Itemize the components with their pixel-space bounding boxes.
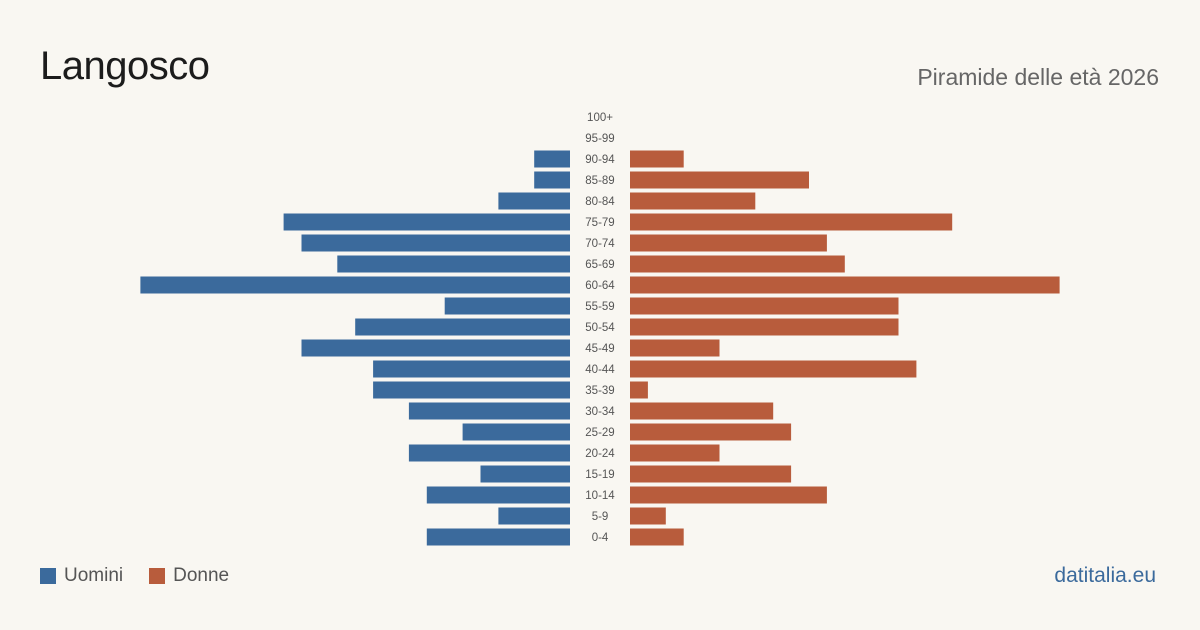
men-bar: [373, 360, 570, 378]
legend-swatch-women: [149, 568, 166, 584]
women-bar: [630, 507, 666, 525]
age-group-label: 30-34: [585, 406, 615, 418]
men-bar: [373, 381, 570, 399]
men-bar: [337, 255, 570, 273]
women-bar: [630, 297, 899, 315]
men-bar: [408, 402, 570, 420]
age-group-label: 100+: [587, 112, 613, 124]
age-group-label: 20-24: [585, 448, 615, 460]
source-link[interactable]: datitalia.eu: [1054, 564, 1156, 587]
women-bar: [630, 192, 756, 210]
age-group-label: 10-14: [585, 490, 615, 502]
legend-item-men: Uomini: [40, 564, 123, 588]
age-group-label: 85-89: [585, 175, 614, 187]
women-bar: [630, 360, 917, 378]
women-bar: [630, 486, 827, 504]
women-bar: [630, 423, 792, 441]
legend-swatch-men: [40, 568, 56, 584]
women-bar: [630, 276, 1060, 294]
women-bar: [630, 402, 774, 420]
men-bar: [534, 171, 570, 189]
men-bar: [534, 150, 570, 168]
age-group-label: 55-59: [585, 301, 614, 313]
age-group-label: 40-44: [585, 364, 615, 376]
women-bar: [630, 318, 899, 336]
chart-subtitle: Piramide delle età 2026: [917, 64, 1159, 90]
men-bar: [408, 444, 570, 462]
legend-label-women: Donne: [173, 565, 230, 586]
men-bar: [355, 318, 570, 336]
women-bar: [630, 381, 648, 399]
women-bar: [630, 234, 827, 252]
page-title: Langosco: [40, 44, 210, 88]
women-bar: [630, 255, 845, 273]
legend: Uomini Donne: [40, 564, 255, 588]
men-bar: [498, 192, 570, 210]
men-bar: [140, 276, 570, 294]
age-group-label: 15-19: [585, 469, 614, 481]
men-bar: [426, 486, 570, 504]
age-group-label: 95-99: [585, 133, 614, 145]
age-group-label: 80-84: [585, 196, 615, 208]
women-bar: [630, 171, 809, 189]
men-bar: [301, 339, 570, 357]
legend-item-women: Donne: [149, 564, 229, 588]
age-group-label: 35-39: [585, 385, 614, 397]
men-bar: [426, 528, 570, 546]
age-group-label: 60-64: [585, 280, 615, 292]
age-group-label: 65-69: [585, 259, 614, 271]
men-bar: [283, 213, 570, 231]
women-bar: [630, 213, 953, 231]
women-bar: [630, 528, 684, 546]
age-group-label: 45-49: [585, 343, 614, 355]
age-group-label: 0-4: [592, 532, 609, 544]
men-bar: [301, 234, 570, 252]
age-group-label: 50-54: [585, 322, 615, 334]
women-bar: [630, 465, 792, 483]
age-group-label: 70-74: [585, 238, 615, 250]
men-bar: [444, 297, 570, 315]
men-bar: [498, 507, 570, 525]
women-bar: [630, 444, 720, 462]
legend-label-men: Uomini: [64, 565, 124, 586]
men-bar: [480, 465, 570, 483]
age-group-label: 90-94: [585, 154, 615, 166]
age-group-label: 25-29: [585, 427, 614, 439]
men-bar: [462, 423, 570, 441]
age-group-label: 75-79: [585, 217, 614, 229]
age-group-label: 5-9: [592, 511, 609, 523]
women-bar: [630, 339, 720, 357]
women-bar: [630, 150, 684, 168]
